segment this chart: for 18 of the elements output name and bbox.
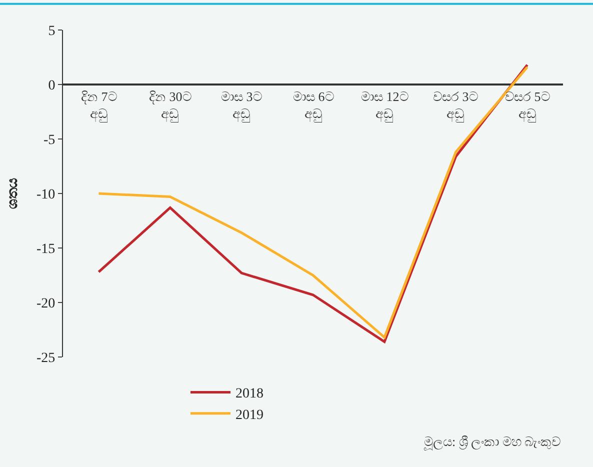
x-tick-label: දින 30ට අඩු: [149, 89, 192, 122]
x-tick-label: දින 7ට අඩු: [81, 89, 117, 122]
y-tick-label: -5: [44, 132, 56, 148]
text: මූලය: ශ්‍රී ලංකා මහ බැංකුව: [423, 434, 561, 450]
x-tick-label: මාස 12ට අඩු: [361, 89, 408, 122]
x-tick-label: මාස 6ට අඩු: [293, 89, 334, 122]
legend-label: 2018: [236, 386, 264, 402]
y-tick-label: -10: [36, 187, 56, 202]
y-axis-title: ශතය: [6, 178, 22, 209]
legend-label: 2019: [236, 408, 264, 423]
y-tick-label: 5: [48, 24, 56, 39]
y-tick-label: 0: [48, 78, 56, 94]
x-tick-label: වසර 5ට අඩු: [505, 89, 550, 122]
y-tick-label: -20: [36, 296, 56, 312]
y-tick-label: -15: [36, 242, 56, 257]
x-tick-label: මාස 3ට අඩු: [221, 89, 262, 122]
x-tick-label: වසර 3ට අඩු: [433, 89, 478, 122]
y-tick-label: -25: [36, 350, 56, 366]
